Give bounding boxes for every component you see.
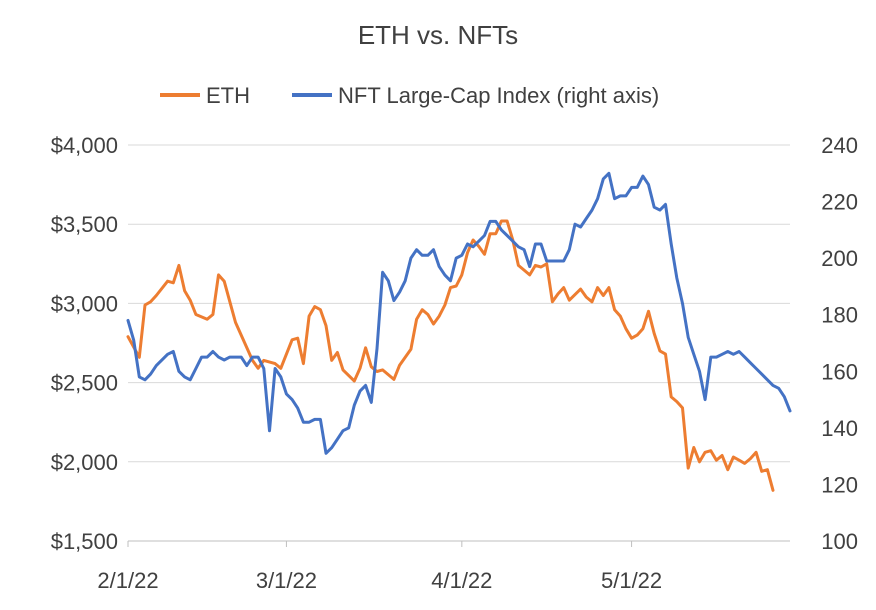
y-right-tick-label: 200 xyxy=(821,246,858,271)
y-right-tick-label: 140 xyxy=(821,416,858,441)
tick-labels: $1,500 $2,000 $2,500 $3,000 $3,500 $4,000 100 1… xyxy=(51,133,858,593)
y-left-tick-label: $3,000 xyxy=(51,291,118,316)
y-right-tick-label: 240 xyxy=(821,133,858,158)
y-left-tick-label: $2,500 xyxy=(51,371,118,396)
y-right-tick-label: 120 xyxy=(821,472,858,497)
gridlines xyxy=(128,144,790,463)
y-left-tick-label: $2,000 xyxy=(51,450,118,475)
y-left-tick-label: $4,000 xyxy=(51,133,118,158)
nft-index-series-line xyxy=(126,171,792,455)
y-right-tick-label: 180 xyxy=(821,303,858,328)
axes xyxy=(127,540,790,547)
x-tick-label: 3/1/22 xyxy=(256,568,317,593)
y-left-tick-label: $3,500 xyxy=(51,212,118,237)
x-tick-label: 2/1/22 xyxy=(97,568,158,593)
x-tick-label: 4/1/22 xyxy=(431,568,492,593)
chart-title: ETH vs. NFTs xyxy=(358,20,518,50)
legend-label-nft-index: NFT Large-Cap Index (right axis) xyxy=(338,83,659,108)
legend-label-eth: ETH xyxy=(206,83,250,108)
y-left-tick-label: $1,500 xyxy=(51,529,118,554)
y-right-tick-label: 160 xyxy=(821,359,858,384)
series-lines xyxy=(126,171,792,492)
y-right-tick-label: 100 xyxy=(821,529,858,554)
x-tick-label: 5/1/22 xyxy=(601,568,662,593)
legend: ETH NFT Large-Cap Index (right axis) xyxy=(160,83,659,108)
y-right-tick-label: 220 xyxy=(821,190,858,215)
eth-series-line xyxy=(126,219,775,492)
